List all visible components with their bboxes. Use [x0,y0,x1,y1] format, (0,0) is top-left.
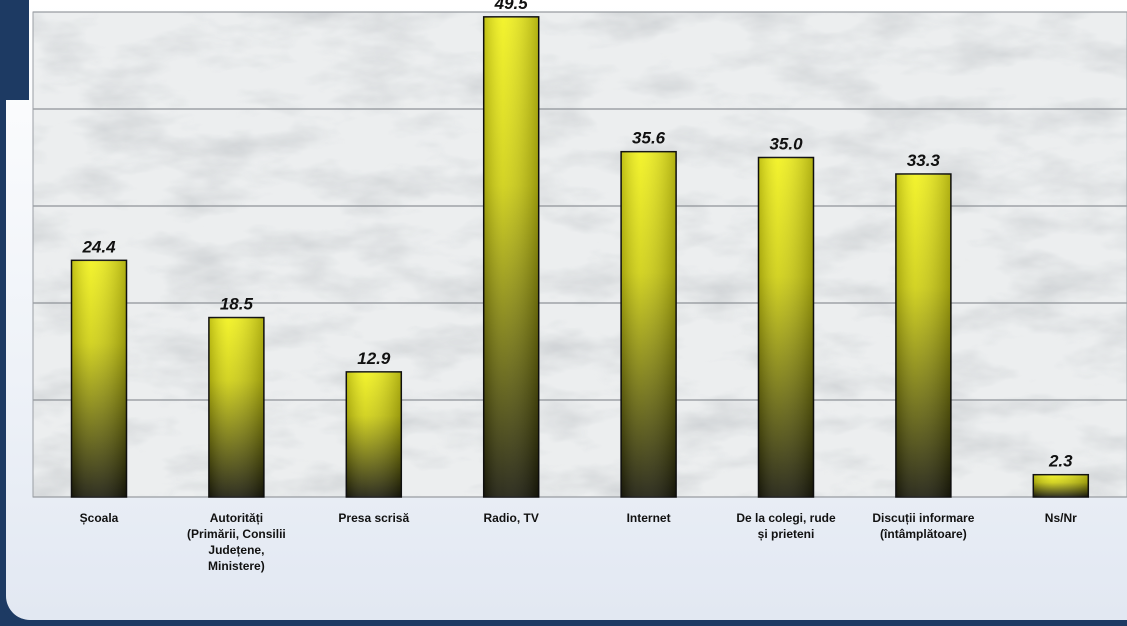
category-label-line: Ministere) [208,559,265,573]
plot-border [32,11,1127,498]
category-label-line: (întâmplătoare) [880,527,967,541]
category-label-line: Autorități [210,511,263,525]
category-label-line: De la colegi, rude [736,511,836,525]
value-label: 18.5 [220,295,254,314]
bar-shading [895,173,951,498]
corner-tab [0,0,29,100]
value-label: 33.3 [907,151,941,170]
category-label: Internet [627,511,671,525]
category-label-line: Presa scrisă [338,511,409,525]
bar-shading [483,16,539,497]
category-label: Radio, TV [484,511,539,525]
category-label: Ns/Nr [1045,511,1077,525]
category-label-line: Internet [627,511,671,525]
marble-texture [33,12,1127,497]
category-label: Discuții informare (întâmplătoare) [872,511,974,541]
category-label: Autorități (Primării, Consilii Județene, Mi… [187,511,286,573]
value-label: 35.6 [632,129,666,148]
category-label-line: (Primării, Consilii [187,527,286,541]
bar-shading [621,151,677,497]
value-labels: 24.4 18.5 12.9 49.5 35.6 35.0 33.3 2.3 [81,0,1073,471]
category-labels: Școala Autorități (Primării, Consilii Județ… [80,511,1077,573]
category-label-line: Școala [80,511,119,525]
category-label-line: și prieteni [758,527,815,541]
value-label: 24.4 [81,237,116,256]
value-label: 49.5 [494,0,529,13]
bar-shading [208,317,264,497]
category-label: Școala [80,511,119,525]
category-label-line: Radio, TV [484,511,539,525]
category-label-line: Județene, [208,543,264,557]
value-label: 12.9 [357,349,391,368]
category-label: De la colegi, rude și prieteni [736,511,836,541]
plot-area [32,11,1127,498]
bars [70,16,1090,498]
value-label: 2.3 [1048,452,1073,471]
bar-shading [71,260,127,497]
category-label-line: Ns/Nr [1045,511,1077,525]
category-label: Presa scrisă [338,511,409,525]
value-label: 35.0 [769,135,803,154]
bar-shading [1033,474,1089,497]
bar-shading [346,371,402,497]
bar-shading [758,157,814,497]
category-label-line: Discuții informare [872,511,974,525]
